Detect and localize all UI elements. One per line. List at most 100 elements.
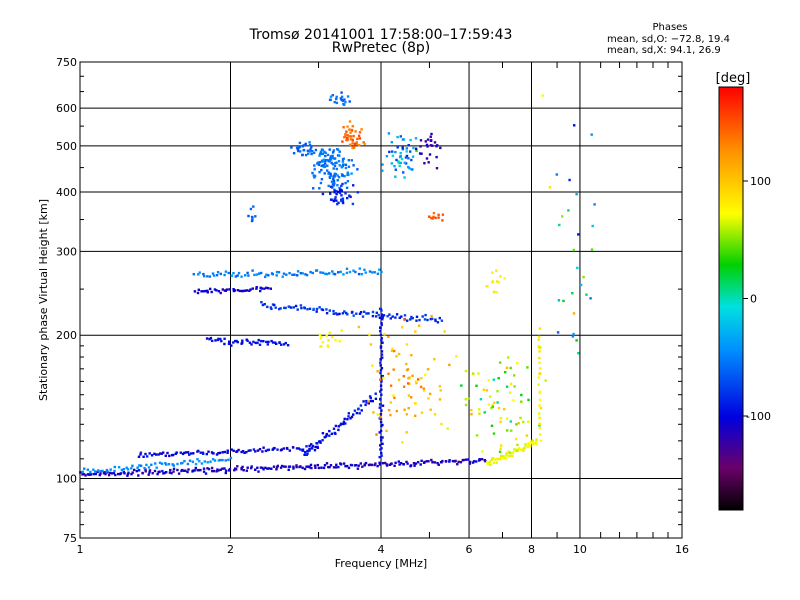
y-tick-label-100: 100 <box>56 473 77 486</box>
data-point <box>240 342 243 345</box>
data-point <box>315 310 318 313</box>
data-point <box>399 155 402 158</box>
data-point <box>310 146 313 149</box>
data-point <box>168 454 171 458</box>
data-point <box>168 471 172 474</box>
data-point <box>350 415 354 419</box>
data-point <box>205 337 209 340</box>
data-point <box>483 411 486 414</box>
data-point <box>155 453 158 456</box>
data-point <box>261 450 264 453</box>
axis-ticks: 1 2 4 6 8 10 16 75 100 200 300 400 500 600 750 <box>56 56 689 556</box>
data-point <box>262 340 265 343</box>
data-point <box>404 156 408 159</box>
data-point <box>338 191 342 195</box>
data-point <box>397 161 400 164</box>
data-point <box>340 194 343 197</box>
data-point <box>398 463 401 466</box>
data-point <box>386 315 389 318</box>
data-point <box>351 146 354 150</box>
data-point <box>593 203 596 206</box>
data-point <box>246 271 249 275</box>
data-point <box>503 277 506 280</box>
data-point <box>153 452 156 455</box>
data-point <box>519 448 523 451</box>
data-point <box>364 461 368 465</box>
data-point <box>345 130 348 133</box>
data-point <box>464 398 467 401</box>
data-point <box>477 372 480 375</box>
data-point <box>538 416 541 420</box>
data-point <box>203 275 206 278</box>
data-point <box>448 459 451 462</box>
data-point <box>229 456 233 460</box>
data-point <box>351 142 354 145</box>
data-point <box>242 289 245 293</box>
data-point <box>437 216 440 219</box>
data-point <box>497 406 501 410</box>
data-point <box>316 446 319 449</box>
data-point <box>340 199 343 202</box>
data-point <box>337 428 340 432</box>
data-point <box>436 462 439 465</box>
data-point <box>345 186 349 189</box>
data-point <box>392 394 395 397</box>
data-point <box>344 100 347 104</box>
data-point <box>396 135 399 139</box>
data-point <box>338 150 341 153</box>
data-point <box>334 338 337 342</box>
data-point <box>321 308 325 312</box>
data-point <box>431 144 434 147</box>
data-point <box>241 341 244 344</box>
data-point <box>265 273 268 276</box>
data-point <box>181 461 184 465</box>
data-point <box>526 366 529 369</box>
data-point <box>226 451 229 454</box>
data-point <box>336 184 339 187</box>
data-point <box>385 464 389 467</box>
data-point <box>276 448 279 451</box>
data-point <box>159 452 162 455</box>
data-point <box>309 148 312 151</box>
data-point <box>322 165 325 169</box>
data-point <box>505 366 509 369</box>
data-point <box>334 312 338 315</box>
data-point <box>217 337 220 341</box>
data-point <box>379 420 383 424</box>
data-point <box>345 311 348 315</box>
data-point <box>333 182 336 185</box>
data-point <box>332 312 335 315</box>
data-point <box>538 404 541 407</box>
data-point <box>264 466 267 469</box>
data-point <box>226 449 229 452</box>
data-point <box>357 325 361 329</box>
data-point <box>219 291 222 295</box>
data-point <box>336 179 339 182</box>
data-point <box>392 368 395 371</box>
data-point <box>331 163 335 166</box>
data-point <box>368 395 372 398</box>
data-point <box>166 451 169 455</box>
data-point <box>381 423 384 427</box>
data-point <box>334 196 337 199</box>
data-point <box>376 370 379 373</box>
data-point <box>342 163 345 166</box>
data-point <box>311 171 314 175</box>
data-point <box>348 128 351 131</box>
data-point <box>267 340 270 344</box>
data-point <box>223 342 226 346</box>
data-point <box>363 268 366 271</box>
data-point <box>527 420 530 423</box>
data-point <box>381 341 384 344</box>
data-point <box>86 468 89 471</box>
data-point <box>364 403 367 407</box>
data-point <box>389 413 392 417</box>
data-point <box>402 171 405 174</box>
data-point <box>357 144 361 147</box>
data-point <box>131 471 134 474</box>
data-point <box>363 143 366 146</box>
data-point <box>192 452 195 455</box>
data-point <box>217 452 220 455</box>
colorbar-ticks: 100 0 -100 <box>743 175 771 423</box>
data-point <box>175 451 178 454</box>
